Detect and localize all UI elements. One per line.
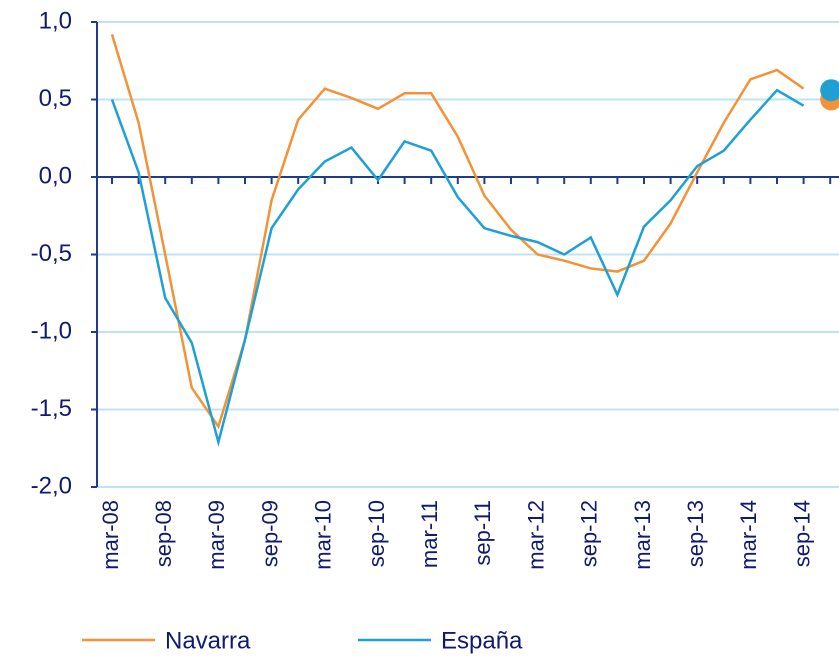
x-tick-label: sep-11 bbox=[470, 500, 495, 566]
x-tick-label: sep-09 bbox=[257, 500, 282, 567]
legend-label: Navarra bbox=[165, 627, 251, 654]
y-tick-label: 0,5 bbox=[39, 85, 72, 112]
series-line bbox=[110, 34, 805, 430]
x-tick-label: mar-14 bbox=[736, 500, 761, 570]
x-tick-label: sep-12 bbox=[577, 500, 602, 567]
x-tick-label: sep-08 bbox=[151, 500, 176, 567]
y-tick-label: 0,0 bbox=[39, 162, 72, 189]
x-tick-label: sep-10 bbox=[364, 500, 389, 567]
x-tick-label: mar-09 bbox=[204, 500, 229, 570]
series-line bbox=[110, 88, 805, 447]
legend-label: España bbox=[441, 627, 523, 654]
y-tick-label: -2,0 bbox=[31, 472, 72, 499]
y-tick-label: 1,0 bbox=[39, 7, 72, 34]
x-tick-label: sep-14 bbox=[789, 500, 814, 567]
y-tick-label: -1,5 bbox=[31, 395, 72, 422]
y-tick-label: -0,5 bbox=[31, 240, 72, 267]
x-tick-label: mar-08 bbox=[98, 500, 123, 570]
x-tick-label: mar-11 bbox=[417, 500, 442, 568]
x-tick-label: mar-12 bbox=[523, 500, 548, 570]
x-tick-label: sep-13 bbox=[683, 500, 708, 567]
y-tick-label: -1,0 bbox=[31, 317, 72, 344]
forecast-point bbox=[820, 79, 839, 102]
x-tick-label: mar-10 bbox=[311, 500, 336, 570]
x-tick-label: mar-13 bbox=[630, 500, 655, 570]
